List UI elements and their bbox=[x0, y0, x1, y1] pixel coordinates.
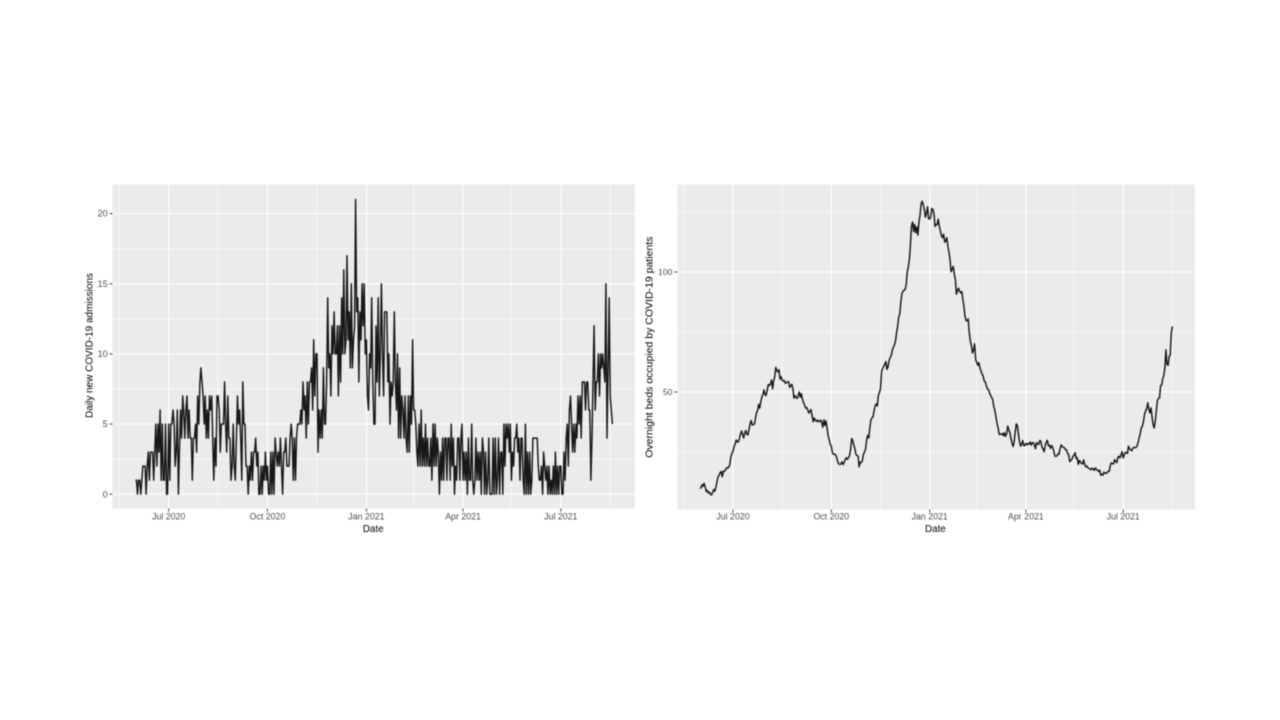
svg-text:0: 0 bbox=[103, 489, 108, 499]
svg-text:Jan 2021: Jan 2021 bbox=[348, 512, 384, 522]
svg-text:Jul 2020: Jul 2020 bbox=[152, 512, 185, 522]
svg-text:Date: Date bbox=[363, 524, 384, 535]
svg-text:5: 5 bbox=[103, 419, 108, 429]
svg-text:50: 50 bbox=[663, 387, 673, 397]
svg-text:Jan 2021: Jan 2021 bbox=[912, 512, 948, 522]
svg-text:Jul 2020: Jul 2020 bbox=[716, 512, 749, 522]
svg-text:10: 10 bbox=[98, 349, 108, 359]
svg-text:20: 20 bbox=[98, 209, 108, 219]
svg-text:Jul 2021: Jul 2021 bbox=[544, 512, 577, 522]
svg-text:Jul 2021: Jul 2021 bbox=[1107, 512, 1140, 522]
svg-text:Oct 2020: Oct 2020 bbox=[250, 512, 286, 522]
svg-text:100: 100 bbox=[658, 267, 673, 277]
svg-text:Apr 2021: Apr 2021 bbox=[1008, 512, 1044, 522]
svg-text:Daily new COVID-19 admissions: Daily new COVID-19 admissions bbox=[84, 273, 95, 418]
svg-text:Apr 2021: Apr 2021 bbox=[445, 512, 481, 522]
svg-text:Oct 2020: Oct 2020 bbox=[813, 512, 849, 522]
svg-text:Date: Date bbox=[925, 524, 946, 535]
svg-text:15: 15 bbox=[98, 279, 108, 289]
svg-text:Overnight beds occupied by COV: Overnight beds occupied by COVID-19 pati… bbox=[644, 237, 656, 458]
